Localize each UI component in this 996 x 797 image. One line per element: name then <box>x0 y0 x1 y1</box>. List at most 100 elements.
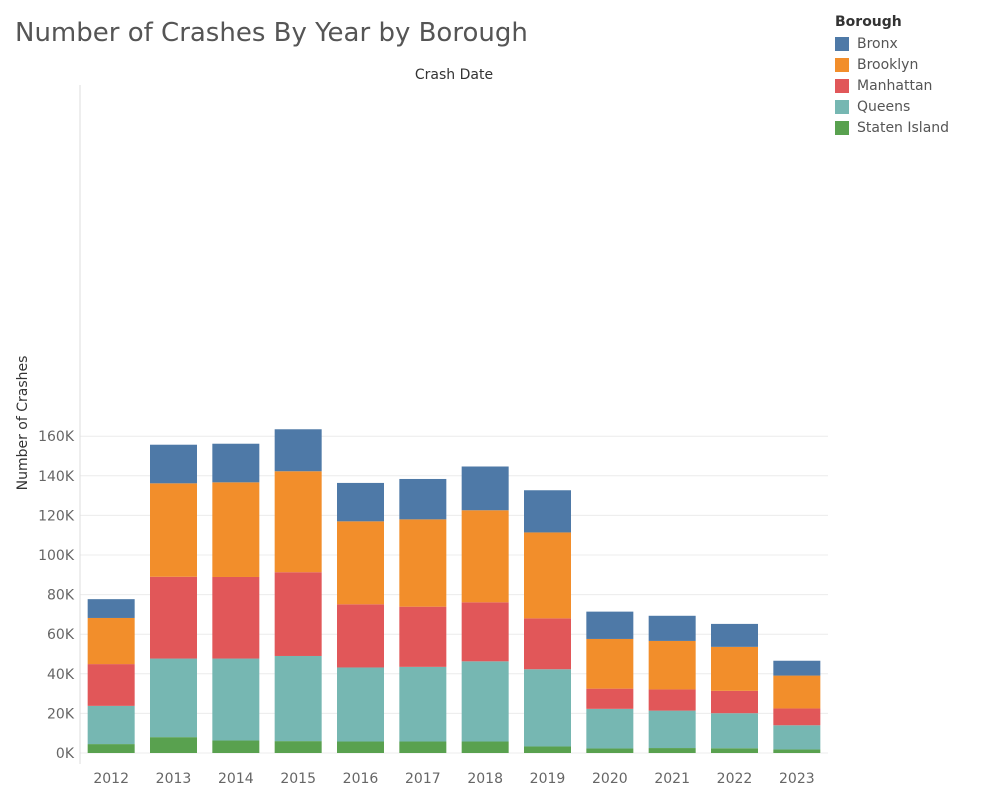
bar-segment-staten-island[interactable] <box>773 749 821 753</box>
bar-segment-bronx[interactable] <box>212 443 260 483</box>
y-tick-label: 20K <box>47 706 75 722</box>
legend-item-queens[interactable]: Queens <box>835 96 949 117</box>
gridlines <box>80 435 828 754</box>
bar-segment-brooklyn[interactable] <box>212 482 260 577</box>
bar-segment-queens[interactable] <box>150 658 197 738</box>
bar-segment-manhattan[interactable] <box>337 604 384 668</box>
bar-segment-staten-island[interactable] <box>461 741 509 753</box>
bar-segment-brooklyn[interactable] <box>274 471 322 573</box>
legend-label: Staten Island <box>857 119 950 136</box>
legend-swatch <box>835 120 849 135</box>
legend-swatch <box>835 78 849 93</box>
bar-segment-queens[interactable] <box>711 713 758 749</box>
y-tick-label: 60K <box>47 627 75 643</box>
x-tick-label: 2015 <box>280 771 316 787</box>
x-tick-label: 2023 <box>779 771 815 787</box>
bar-segment-manhattan[interactable] <box>773 708 821 726</box>
legend-label: Bronx <box>857 35 898 52</box>
bar-segment-queens[interactable] <box>648 710 696 749</box>
legend: Borough Bronx Brooklyn Manhattan Queens Stat… <box>835 14 949 138</box>
legend-item-brooklyn[interactable]: Brooklyn <box>835 54 949 75</box>
bar-segment-queens[interactable] <box>274 655 322 742</box>
bar-segment-queens[interactable] <box>337 667 384 742</box>
legend-swatch <box>835 99 849 114</box>
legend-item-bronx[interactable]: Bronx <box>835 33 949 54</box>
bars <box>87 429 821 753</box>
bar-segment-brooklyn[interactable] <box>586 638 634 689</box>
bar-segment-bronx[interactable] <box>337 482 384 522</box>
bar-segment-bronx[interactable] <box>399 478 447 520</box>
bar-segment-manhattan[interactable] <box>524 618 571 670</box>
x-tick-label: 2017 <box>405 771 441 787</box>
bar-segment-queens[interactable] <box>586 708 634 749</box>
bar-segment-manhattan[interactable] <box>711 690 758 714</box>
y-tick-label: 0K <box>56 746 75 762</box>
x-tick-label: 2013 <box>156 771 192 787</box>
bar-segment-manhattan[interactable] <box>274 572 322 656</box>
bar-segment-staten-island[interactable] <box>87 744 135 753</box>
y-tick-label: 40K <box>47 667 75 683</box>
x-tick-label: 2019 <box>530 771 566 787</box>
bar-segment-manhattan[interactable] <box>586 688 634 709</box>
bar-segment-queens[interactable] <box>524 669 571 747</box>
x-tick-label: 2018 <box>467 771 503 787</box>
bar-segment-bronx[interactable] <box>773 660 821 676</box>
bar-segment-queens[interactable] <box>399 666 447 742</box>
bar-segment-manhattan[interactable] <box>212 576 260 659</box>
bar-segment-brooklyn[interactable] <box>648 640 696 690</box>
chart-title: Number of Crashes By Year by Borough <box>15 18 528 48</box>
bar-segment-brooklyn[interactable] <box>461 510 509 603</box>
bar-segment-staten-island[interactable] <box>399 741 447 753</box>
y-tick-label: 120K <box>38 508 75 524</box>
bar-segment-brooklyn[interactable] <box>399 519 447 607</box>
x-tick-label: 2022 <box>717 771 753 787</box>
x-tick-label: 2012 <box>93 771 129 787</box>
bar-segment-manhattan[interactable] <box>150 576 197 659</box>
bar-segment-queens[interactable] <box>87 705 135 745</box>
legend-items: Bronx Brooklyn Manhattan Queens Staten Islan… <box>835 33 949 138</box>
legend-item-staten-island[interactable]: Staten Island <box>835 117 949 138</box>
y-tick-label: 100K <box>38 548 75 564</box>
bar-segment-brooklyn[interactable] <box>87 617 135 665</box>
bar-segment-staten-island[interactable] <box>711 748 758 753</box>
bar-segment-brooklyn[interactable] <box>524 532 571 619</box>
bar-segment-manhattan[interactable] <box>399 606 447 667</box>
bar-segment-bronx[interactable] <box>87 599 135 618</box>
legend-label: Queens <box>857 98 911 115</box>
bar-segment-brooklyn[interactable] <box>337 521 384 605</box>
bar-segment-queens[interactable] <box>461 661 509 742</box>
legend-swatch <box>835 36 849 51</box>
bar-segment-staten-island[interactable] <box>648 748 696 753</box>
y-tick-label: 160K <box>38 429 75 445</box>
bar-segment-staten-island[interactable] <box>212 740 260 753</box>
x-tick-label: 2016 <box>343 771 379 787</box>
bar-segment-bronx[interactable] <box>586 611 634 639</box>
legend-label: Brooklyn <box>857 56 919 73</box>
bar-segment-bronx[interactable] <box>711 623 758 647</box>
bar-segment-bronx[interactable] <box>150 444 197 484</box>
bar-segment-staten-island[interactable] <box>337 741 384 753</box>
y-tick-label: 140K <box>38 469 75 485</box>
bar-segment-staten-island[interactable] <box>586 748 634 753</box>
bar-segment-queens[interactable] <box>212 658 260 741</box>
y-tick-label: 80K <box>47 588 75 604</box>
bar-segment-manhattan[interactable] <box>461 602 509 662</box>
bar-segment-queens[interactable] <box>773 725 821 750</box>
bar-segment-bronx[interactable] <box>461 466 509 511</box>
bar-segment-staten-island[interactable] <box>274 741 322 753</box>
bar-segment-bronx[interactable] <box>648 615 696 641</box>
bar-segment-manhattan[interactable] <box>648 689 696 711</box>
x-tick-label: 2021 <box>654 771 690 787</box>
bar-segment-staten-island[interactable] <box>524 746 571 753</box>
bar-segment-bronx[interactable] <box>524 490 571 533</box>
y-axis-title: Number of Crashes <box>15 356 31 491</box>
tick-labels: 0K 20K 40K 60K 80K 100K 120K 140K 160K 2012 2013 20… <box>38 429 815 787</box>
legend-label: Manhattan <box>857 77 933 94</box>
bar-segment-brooklyn[interactable] <box>150 483 197 577</box>
bar-segment-brooklyn[interactable] <box>773 675 821 709</box>
legend-item-manhattan[interactable]: Manhattan <box>835 75 949 96</box>
bar-segment-manhattan[interactable] <box>87 664 135 706</box>
bar-segment-bronx[interactable] <box>274 429 322 472</box>
bar-segment-staten-island[interactable] <box>150 737 197 753</box>
bar-segment-brooklyn[interactable] <box>711 646 758 691</box>
